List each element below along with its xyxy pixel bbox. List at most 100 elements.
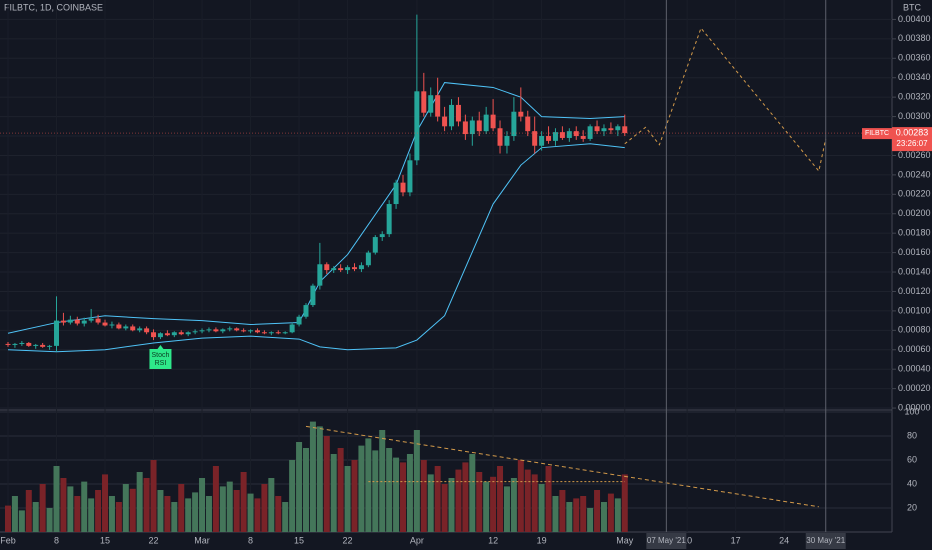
countdown: 23:26:07 (896, 139, 928, 148)
y-tick-label: 0.00040 (898, 364, 931, 374)
projection (624, 27, 827, 173)
osc-bar (455, 469, 462, 532)
osc-bar (406, 454, 413, 532)
y-tick-label: 0.00220 (898, 189, 931, 199)
osc-bar (621, 474, 628, 532)
x-tick-label: May (616, 535, 634, 545)
x-tick-label: 12 (488, 535, 498, 545)
x-tick-label: 19 (537, 535, 547, 545)
candle-body (400, 182, 406, 193)
candle-body (206, 329, 212, 331)
osc-bar (316, 426, 323, 532)
osc-bar (400, 462, 407, 532)
osc-bar (240, 472, 247, 532)
candle-body (546, 136, 552, 141)
candle-body (130, 326, 136, 331)
candle-body (5, 343, 11, 345)
x-tick-label: 8 (248, 535, 253, 545)
x-tick-label: 8 (54, 535, 59, 545)
x-tick-label: 10 (682, 535, 692, 545)
candle-body (164, 333, 170, 336)
candle-body (282, 332, 288, 334)
last-price-symbol: FILBTC (865, 130, 889, 137)
osc-bar (413, 430, 420, 532)
osc-bar (219, 486, 226, 532)
candle-body (234, 328, 240, 331)
y-tick-label: 0.00100 (898, 305, 931, 315)
candle-body (379, 234, 385, 238)
candle-body (88, 318, 94, 321)
osc-bar (337, 448, 344, 532)
candle-body (442, 116, 448, 127)
x-tick-label: 17 (731, 535, 741, 545)
osc-bar (282, 502, 289, 532)
osc-bar (386, 448, 393, 532)
marker-label: 30 May '21 (806, 536, 845, 545)
y-tick-label: 0.00260 (898, 150, 931, 160)
band-upper (7, 82, 625, 334)
osc-tick-label: 100 (904, 406, 919, 416)
osc-bar (372, 450, 379, 532)
candle-body (81, 320, 87, 324)
marker-box (805, 533, 846, 549)
osc-bar (81, 481, 88, 532)
osc-bar (171, 502, 178, 532)
candle-body (185, 332, 191, 335)
osc-bar (587, 508, 594, 532)
osc-bar (510, 478, 517, 532)
candle-body (199, 330, 205, 332)
candle-body (608, 128, 614, 131)
candle-body (435, 95, 441, 117)
osc-bar (614, 498, 621, 532)
y-tick-label: 0.00320 (898, 92, 931, 102)
candle-body (95, 318, 101, 323)
candle-body (615, 126, 621, 131)
osc-bar (309, 421, 316, 532)
candle-body (303, 305, 309, 317)
y-tick-label: 0.00340 (898, 72, 931, 82)
osc-bar (205, 496, 212, 532)
candle-body (213, 329, 219, 332)
osc-bar (164, 496, 171, 532)
signal-label: RSI (155, 360, 167, 367)
osc-bar (95, 490, 102, 532)
candle-body (26, 342, 32, 346)
osc-bar (25, 490, 32, 532)
osc-bar (178, 484, 185, 532)
osc-bar (379, 430, 386, 532)
x-tick-label: 22 (343, 535, 353, 545)
candle-body (490, 114, 496, 129)
osc-bar (330, 454, 337, 532)
osc-bar (393, 457, 400, 532)
candle-body (268, 332, 274, 334)
y-tick-label: 0.00120 (898, 286, 931, 296)
candle-body (511, 111, 517, 137)
candle-body (192, 331, 198, 333)
osc-bar (199, 478, 206, 532)
marker-box (646, 533, 687, 549)
y-tick-label: 0.00400 (898, 14, 931, 24)
osc-bar (226, 481, 233, 532)
candle-body (33, 344, 39, 346)
osc-bar (434, 466, 441, 532)
marker-label: 07 May '21 (647, 536, 686, 545)
osc-bar (67, 486, 74, 532)
osc-bar (136, 472, 143, 532)
osc-bar (462, 462, 469, 532)
y-tick-label: 0.00160 (898, 247, 931, 257)
osc-bar (302, 448, 309, 532)
osc-bar (607, 493, 614, 532)
osc-bar (552, 496, 559, 532)
candle-body (317, 264, 323, 286)
last-price-tag (862, 128, 892, 140)
candle-body (67, 319, 73, 323)
x-tick-label: 15 (294, 535, 304, 545)
candle-body (151, 332, 157, 338)
x-tick-label: Mar (194, 535, 210, 545)
candle-body (137, 328, 143, 331)
y-tick-label: 0.00200 (898, 208, 931, 218)
candle-body (220, 329, 226, 332)
osc-bar (157, 490, 164, 532)
